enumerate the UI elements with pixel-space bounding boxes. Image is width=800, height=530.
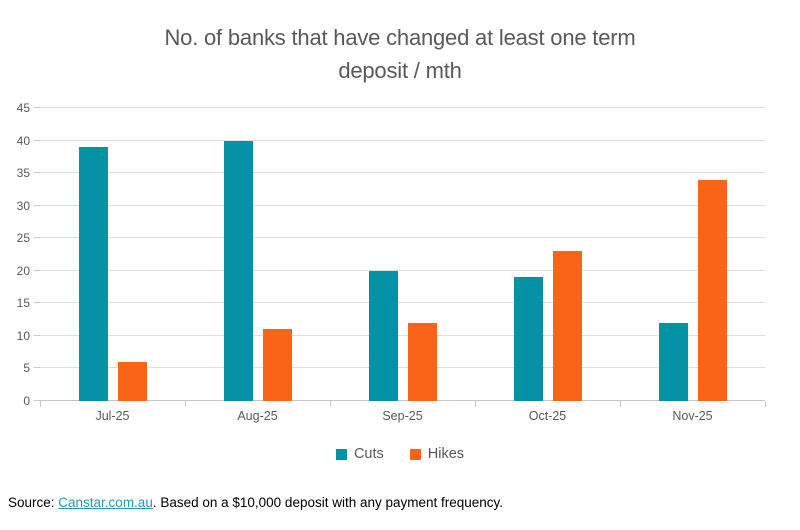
y-tick xyxy=(34,204,40,206)
chart-title-line1: No. of banks that have changed at least … xyxy=(164,25,636,50)
legend-item-cuts: Cuts xyxy=(335,446,384,462)
y-tick xyxy=(34,172,40,174)
x-tick-label: Oct-25 xyxy=(528,409,567,423)
gridline xyxy=(40,139,765,141)
bar-groups xyxy=(40,108,765,401)
gridline xyxy=(40,237,765,239)
source-note: Source: Canstar.com.au. Based on a $10,0… xyxy=(8,494,792,512)
x-tick-label: Nov-25 xyxy=(672,409,713,423)
bar-group-oct-25 xyxy=(475,108,620,401)
source-suffix: . Based on a $10,000 deposit with any pa… xyxy=(152,495,504,510)
x-tick xyxy=(330,401,331,407)
bar-group-nov-25 xyxy=(620,108,765,401)
y-tick-label: 35 xyxy=(16,166,30,181)
x-tick xyxy=(620,401,621,407)
x-tick xyxy=(475,401,476,407)
hikes-bar xyxy=(697,179,727,401)
x-tick xyxy=(185,401,186,407)
cuts-swatch xyxy=(335,448,347,460)
gridline xyxy=(40,400,765,401)
x-tick-label: Jul-25 xyxy=(95,409,130,423)
x-axis-ticks xyxy=(40,401,766,407)
legend-item-hikes: Hikes xyxy=(409,446,465,462)
legend-label: Hikes xyxy=(427,446,465,462)
y-tick-label: 0 xyxy=(23,394,30,408)
y-tick-label: 40 xyxy=(16,133,30,148)
y-tick xyxy=(34,302,40,304)
x-tick xyxy=(40,401,41,407)
chart-title-line2: deposit / mth xyxy=(338,58,462,83)
bar-group-sep-25 xyxy=(330,108,475,401)
y-tick-label: 45 xyxy=(16,101,30,115)
hikes-bar xyxy=(552,251,582,401)
y-tick xyxy=(34,269,40,271)
hikes-bar xyxy=(262,329,292,401)
cuts-bar xyxy=(368,270,398,401)
y-tick-label: 15 xyxy=(16,296,30,311)
y-tick xyxy=(34,367,40,369)
source-link[interactable]: Canstar.com.au xyxy=(58,495,153,510)
hikes-bar xyxy=(117,361,147,401)
x-tick-label: Sep-25 xyxy=(382,409,423,423)
y-tick xyxy=(34,139,40,141)
cuts-bar xyxy=(223,140,253,401)
x-tick xyxy=(765,401,766,407)
x-tick-label: Aug-25 xyxy=(237,409,278,423)
cuts-bar xyxy=(658,322,688,401)
bar-group-aug-25 xyxy=(185,108,330,401)
chart-title: No. of banks that have changed at least … xyxy=(0,21,800,87)
y-tick xyxy=(34,107,40,108)
gridline xyxy=(40,172,765,174)
y-axis-labels: 0 5 10 15 20 25 30 35 40 45 xyxy=(0,102,30,407)
y-tick-label: 20 xyxy=(16,263,30,278)
y-tick-label: 5 xyxy=(23,361,30,376)
cuts-bar xyxy=(78,147,108,401)
hikes-swatch xyxy=(409,448,421,460)
legend-label: Cuts xyxy=(353,446,384,462)
y-tick-label: 10 xyxy=(16,328,30,343)
cuts-bar xyxy=(513,277,543,401)
gridline xyxy=(40,334,765,336)
y-tick xyxy=(34,334,40,336)
gridline xyxy=(40,302,765,304)
chart-legend: Cuts Hikes xyxy=(0,446,800,462)
y-tick-label: 25 xyxy=(16,231,30,246)
y-tick xyxy=(34,400,40,401)
gridline xyxy=(40,367,765,369)
plot-area xyxy=(40,107,765,401)
gridline xyxy=(40,107,765,108)
gridline xyxy=(40,204,765,206)
y-tick xyxy=(34,237,40,239)
bar-chart: 0 5 10 15 20 25 30 35 40 45 Jul-25 Aug-25 Sep-25 Oct… xyxy=(0,102,800,438)
x-axis-labels: Jul-25 Aug-25 Sep-25 Oct-25 Nov-25 xyxy=(40,409,765,423)
source-prefix: Source: xyxy=(8,495,59,510)
y-axis-ticks xyxy=(34,107,40,401)
hikes-bar xyxy=(407,322,437,401)
gridline xyxy=(40,269,765,271)
y-tick-label: 30 xyxy=(16,198,30,213)
bar-group-jul-25 xyxy=(40,108,185,401)
